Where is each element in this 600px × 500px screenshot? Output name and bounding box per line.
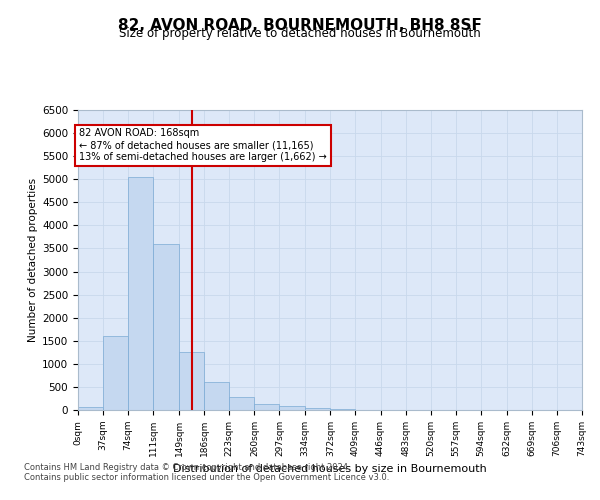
Text: Size of property relative to detached houses in Bournemouth: Size of property relative to detached ho… [119, 28, 481, 40]
Bar [254, 404, 280, 410]
Bar [179, 352, 204, 410]
Bar [128, 177, 153, 410]
Bar [204, 382, 229, 410]
Bar [280, 406, 305, 410]
Bar [229, 397, 254, 410]
X-axis label: Distribution of detached houses by size in Bournemouth: Distribution of detached houses by size … [173, 464, 487, 474]
Bar [305, 408, 331, 410]
Text: Contains public sector information licensed under the Open Government Licence v3: Contains public sector information licen… [24, 474, 389, 482]
Bar [78, 408, 103, 410]
Text: Contains HM Land Registry data © Crown copyright and database right 2024.: Contains HM Land Registry data © Crown c… [24, 464, 350, 472]
Bar [103, 336, 128, 410]
Bar [153, 244, 179, 410]
Y-axis label: Number of detached properties: Number of detached properties [28, 178, 38, 342]
Bar [331, 408, 355, 410]
Text: 82 AVON ROAD: 168sqm
← 87% of detached houses are smaller (11,165)
13% of semi-d: 82 AVON ROAD: 168sqm ← 87% of detached h… [79, 128, 327, 162]
Text: 82, AVON ROAD, BOURNEMOUTH, BH8 8SF: 82, AVON ROAD, BOURNEMOUTH, BH8 8SF [118, 18, 482, 32]
